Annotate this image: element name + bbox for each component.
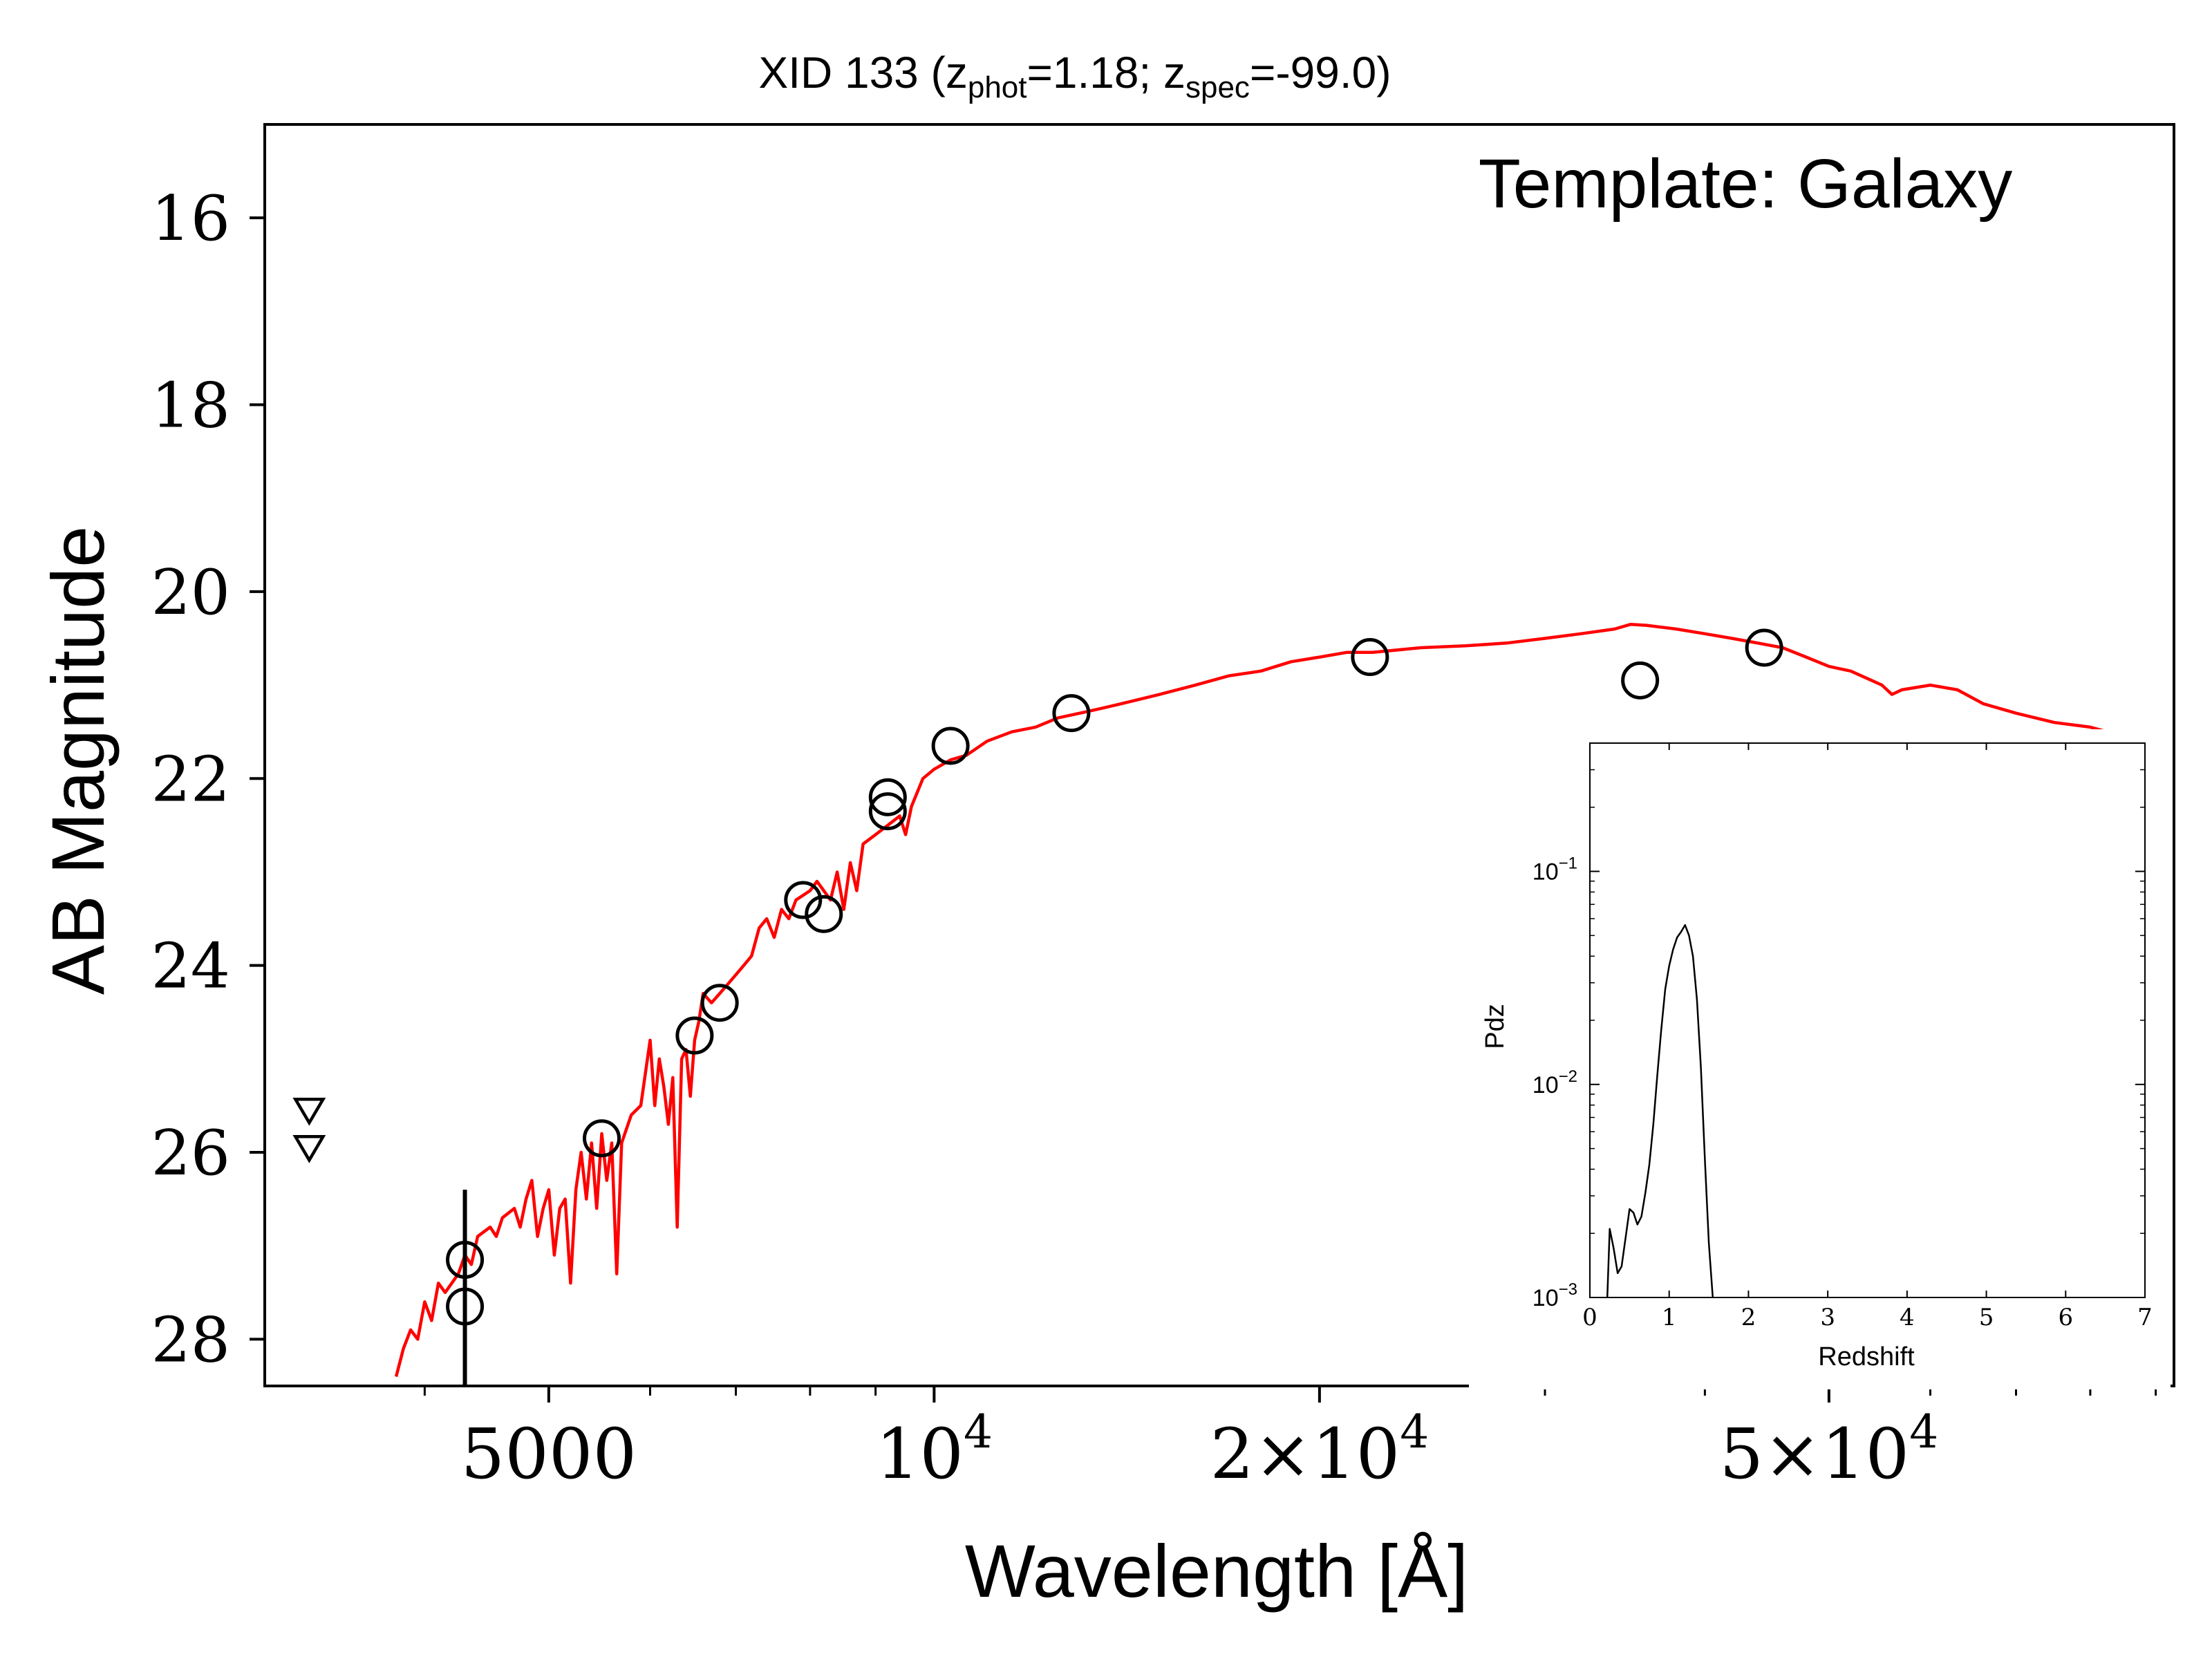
inset-y-tick-label: 10−1 [1533, 854, 1577, 885]
upper-limit-1 [292, 1135, 326, 1163]
y-axis-label: AB Magnitude [36, 526, 120, 995]
photometry-point-1 [446, 1287, 485, 1326]
photometry-point-3 [675, 1016, 714, 1055]
y-tick-label: 28 [151, 1304, 230, 1376]
photometry-point-0 [446, 1241, 485, 1279]
y-tick-label: 26 [151, 1117, 230, 1190]
photometry-point-9 [931, 727, 970, 765]
photometry-point-5 [784, 881, 823, 919]
inset-y-tick-label: 10−2 [1533, 1067, 1577, 1098]
inset-x-tick-label: 2 [1741, 1304, 1756, 1331]
inset-x-axis-label: Redshift [1818, 1342, 1915, 1371]
upper-limit-0 [292, 1097, 326, 1126]
inset-x-tick-label: 5 [1979, 1304, 1994, 1331]
pdz-line [1606, 924, 1714, 1298]
photometry-point-13 [1745, 628, 1783, 667]
inset-x-tick-label: 4 [1900, 1304, 1915, 1331]
chart-title: XID 133 (zphot=1.18; zspec=-99.0) [759, 48, 1391, 104]
x-tick-label: 104 [876, 1405, 993, 1494]
x-tick-label: 5000 [461, 1414, 637, 1494]
inset-x-tick-label: 3 [1820, 1304, 1835, 1331]
photometry-point-8 [868, 778, 907, 816]
inset-x-tick-label: 6 [2058, 1304, 2073, 1331]
x-tick-label: 5×104 [1720, 1405, 1939, 1494]
inset-background [1469, 729, 2171, 1389]
inset-x-tick-label: 7 [2137, 1304, 2153, 1331]
y-tick-label: 22 [151, 743, 230, 816]
plot-frame [263, 123, 2175, 1387]
y-tick-label: 20 [151, 556, 230, 629]
pdz-inset: 0 1 2 3 4 5 6 7 10−1 10−2 10−3 [1469, 729, 2171, 1389]
template-sed-line [394, 622, 2144, 1378]
y-tick-label: 18 [151, 370, 230, 442]
inset-y-tick-label: 10−3 [1533, 1280, 1577, 1311]
template-annotation: Template: Galaxy [1479, 145, 2013, 223]
x-tick-label: 2×104 [1210, 1405, 1430, 1494]
photometry-point-6 [805, 894, 843, 933]
photometry-point-4 [700, 984, 739, 1022]
photometry-point-7 [868, 792, 907, 831]
inset-x-tick-label: 0 [1582, 1304, 1597, 1331]
y-tick-label: 16 [151, 182, 230, 255]
y-tick-label: 24 [151, 930, 230, 1003]
photometry-point-12 [1621, 661, 1660, 700]
inset-x-tick-label: 1 [1662, 1304, 1677, 1331]
photometry-point-11 [1351, 638, 1389, 677]
photometry-point-2 [583, 1119, 621, 1158]
x-axis-label: Wavelength [Å] [965, 1529, 1468, 1613]
photometry-point-10 [1052, 694, 1091, 733]
inset-y-axis-label: Pdz [1481, 1004, 1510, 1049]
